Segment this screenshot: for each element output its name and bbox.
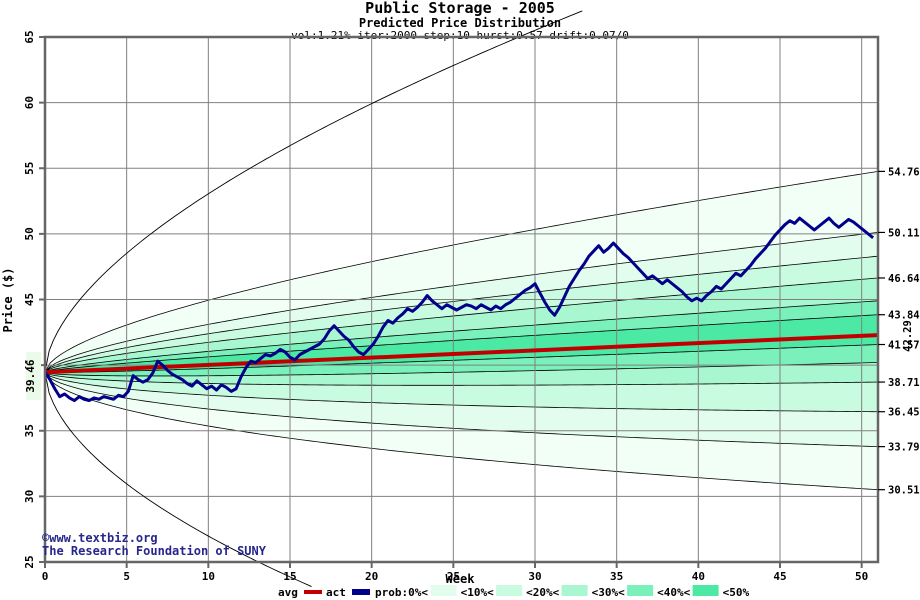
chart-parameters: vol:1.21% iter:2000 step:10 hurst:0.57 d… <box>291 29 629 42</box>
y-tick-label: 25 <box>23 555 36 568</box>
legend-label: <40%< <box>657 586 690 599</box>
right-label: 54.76 <box>888 166 920 178</box>
actual-price-line <box>43 216 875 403</box>
organization-text: The Research Foundation of SUNY <box>42 544 267 558</box>
gridlines <box>45 37 878 562</box>
chart-legend: avg act prob:0%< <10%< <20%< <30%< <40%< <50% <box>278 585 749 599</box>
fan-line <box>44 277 879 373</box>
avg-price-line <box>44 333 879 375</box>
chart-subtitle: Predicted Price Distribution <box>359 16 561 30</box>
right-value-labels: 54.76 50.11 46.64 43.84 41.57 38.71 36.45 33.79… <box>878 166 920 497</box>
x-tick-label: 50 <box>855 570 868 583</box>
y-axis: 253035404550556065 <box>23 30 45 569</box>
legend-label: act <box>326 586 346 599</box>
fan-line <box>44 171 879 373</box>
x-axis-label: Week <box>446 572 476 586</box>
right-label: 38.71 <box>888 377 920 389</box>
y-tick-label: 35 <box>23 424 36 437</box>
final-avg-value: 42.29 <box>902 320 914 352</box>
fan-line <box>44 232 879 373</box>
legend-swatch-avg <box>304 590 322 594</box>
y-tick-label: 50 <box>23 227 36 240</box>
fan-line <box>44 362 879 377</box>
x-tick-label: 15 <box>283 570 296 583</box>
fan-line <box>44 255 879 373</box>
legend-swatch-band <box>627 585 654 596</box>
band-50 <box>45 314 878 373</box>
x-tick-label: 5 <box>123 570 130 583</box>
x-tick-label: 20 <box>365 570 378 583</box>
y-tick-label: 60 <box>23 96 36 109</box>
x-tick-label: 0 <box>42 570 49 583</box>
right-label: 46.64 <box>888 273 920 285</box>
y-axis-label: Price ($) <box>1 267 15 332</box>
right-label: 43.84 <box>888 310 920 322</box>
fan-line <box>44 344 879 373</box>
x-axis: 0 5 10 15 20 25 30 35 40 45 50 <box>42 562 868 583</box>
right-label: 41.57 <box>888 340 920 352</box>
fan-line <box>44 371 879 413</box>
x-tick-label: 35 <box>610 570 623 583</box>
x-tick-label: 10 <box>202 570 215 583</box>
legend-swatch-band <box>496 585 523 596</box>
fan-line <box>44 300 879 373</box>
envelope-line <box>44 10 583 373</box>
envelope-line <box>44 372 312 587</box>
start-price-label: 39.46 <box>24 352 41 400</box>
legend-swatch-act <box>352 589 370 595</box>
legend-swatch-band <box>561 585 588 596</box>
legend-label: prob:0%< <box>375 586 428 599</box>
fan-boundary-lines <box>44 171 879 491</box>
legend-label: <10%< <box>461 586 494 599</box>
right-label: 30.51 <box>888 485 920 497</box>
fan-line <box>44 371 879 448</box>
x-tick-label: 40 <box>692 570 705 583</box>
y-tick-label: 55 <box>23 162 36 175</box>
right-label: 33.79 <box>888 442 920 454</box>
legend-label: avg <box>278 586 298 599</box>
legend-label: <30%< <box>592 586 625 599</box>
outer-envelope <box>44 10 583 587</box>
chart-title: Public Storage - 2005 <box>365 0 555 17</box>
start-price-badge <box>26 352 41 400</box>
fan-line <box>44 314 879 373</box>
fan-line <box>44 371 879 386</box>
right-label: 50.11 <box>888 227 920 239</box>
y-tick-label: 30 <box>23 490 36 503</box>
x-tick-label: 30 <box>528 570 541 583</box>
legend-label: <20%< <box>526 586 559 599</box>
legend-label: <50% <box>723 586 750 599</box>
x-tick-label: 25 <box>447 570 460 583</box>
right-label: 36.45 <box>888 407 920 419</box>
start-price-value: 39.46 <box>24 359 37 392</box>
y-tick-label: 65 <box>23 30 36 43</box>
y-tick-label: 45 <box>23 293 36 306</box>
fan-line <box>44 370 879 491</box>
legend-swatch-band <box>430 585 457 596</box>
legend-swatch-band <box>692 585 719 596</box>
copyright-text: ©www.textbiz.org <box>42 531 158 545</box>
x-tick-label: 45 <box>773 570 786 583</box>
